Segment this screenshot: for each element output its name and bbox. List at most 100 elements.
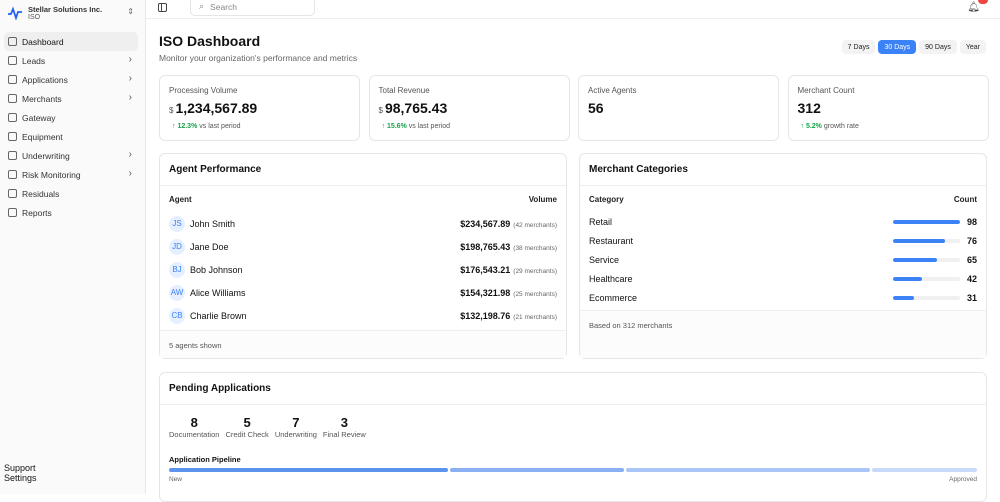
category-bar-track — [893, 238, 960, 243]
category-bar-fill — [893, 295, 915, 300]
sidebar-item-label: Risk Monitoring — [22, 169, 81, 180]
org-switcher[interactable]: Stellar Solutions Inc. ISO ⇕ — [8, 3, 138, 23]
sidebar-item-support[interactable]: Support — [4, 463, 138, 473]
sidebar-item-label: Leads — [22, 55, 46, 66]
stat-card: Total Revenue $98,765.43 ↑ 15.6% vs last p… — [368, 75, 570, 141]
stage-credit-check[interactable]: 5 Credit Check — [225, 415, 268, 439]
stat-label: Processing Volume — [169, 86, 238, 95]
category-count: 65 — [966, 254, 977, 265]
category-count: 31 — [966, 292, 977, 303]
search-input[interactable]: ⌕ Search — [190, 0, 315, 16]
stat-card: Processing Volume $1,234,567.89 ↑ 12.3% vs… — [159, 75, 360, 141]
category-count: 76 — [966, 235, 977, 246]
agent-name: Charlie Brown — [190, 310, 247, 321]
sidebar-item-risk-monitoring[interactable]: Risk Monitoring › — [4, 165, 138, 184]
chevron-right-icon: › — [128, 54, 132, 65]
col-volume: Volume — [528, 194, 557, 204]
org-type: ISO — [28, 14, 41, 21]
stat-number: 56 — [588, 100, 604, 116]
pipeline-start: New — [169, 476, 183, 483]
sidebar-item-applications[interactable]: Applications › — [4, 70, 138, 89]
range-30-days[interactable]: 30 Days — [878, 40, 917, 54]
sidebar-item-label: Settings — [4, 473, 37, 483]
sidebar-item-reports[interactable]: Reports — [4, 203, 138, 222]
range-90-days[interactable]: 90 Days — [919, 40, 957, 54]
sidebar-item-underwriting[interactable]: Underwriting › — [4, 146, 138, 165]
topbar: ⌕ Search 🔔︎ — [146, 0, 1000, 19]
arrow-up-icon: ↑ — [172, 123, 178, 130]
chevron-right-icon: › — [128, 73, 132, 84]
stat-value: $98,765.43 — [379, 100, 448, 116]
category-row: Restaurant 76 — [580, 231, 986, 250]
sidebar-item-dashboard[interactable]: Dashboard — [4, 32, 138, 51]
stat-number: 312 — [797, 100, 821, 116]
merchant-categories-card: Merchant Categories Category Count Retail… — [579, 153, 987, 359]
col-category: Category — [589, 194, 624, 204]
stage-final-review[interactable]: 3 Final Review — [323, 415, 366, 439]
page-subtitle: Monitor your organization's performance … — [159, 53, 358, 63]
agent-performance-card: Agent Performance Agent Volume JS John Smi… — [159, 153, 567, 359]
currency-symbol: $ — [378, 106, 383, 115]
sidebar-item-settings[interactable]: Settings — [4, 473, 138, 483]
search-icon: ⌕ — [199, 1, 205, 11]
category-count: 98 — [966, 216, 977, 227]
sidebar-item-equipment[interactable]: Equipment — [4, 127, 138, 146]
avatar: BJ — [169, 261, 185, 278]
category-name: Restaurant — [589, 235, 634, 246]
agent-row[interactable]: BJ Bob Johnson $176,543.21 (29 merchants) — [160, 258, 566, 281]
agent-merchants: (25 merchants) — [513, 290, 557, 298]
stage-count: 3 — [340, 415, 348, 430]
store-icon — [8, 94, 17, 103]
home-icon — [8, 37, 17, 46]
change-text: vs last period — [199, 123, 241, 130]
stage-underwriting[interactable]: 7 Underwriting — [275, 415, 317, 439]
sidebar-item-label: Residuals — [22, 188, 60, 199]
range-year[interactable]: Year — [959, 40, 986, 54]
stat-card: Active Agents 56 — [578, 75, 779, 141]
category-name: Service — [589, 254, 620, 265]
agent-row[interactable]: JD Jane Doe $198,765.43 (38 merchants) — [160, 235, 566, 258]
range-7-days[interactable]: 7 Days — [841, 40, 876, 54]
agent-name: Bob Johnson — [190, 264, 243, 275]
shield-icon — [8, 170, 17, 179]
change-text: growth rate — [823, 123, 859, 130]
date-range-selector: 7 Days 30 Days 90 Days Year — [841, 40, 986, 54]
arrow-up-icon: ↑ — [381, 123, 387, 130]
agent-volume: $154,321.98 — [460, 287, 511, 298]
stage-documentation[interactable]: 8 Documentation — [169, 415, 219, 439]
agent-name: Alice Williams — [190, 287, 246, 298]
file-icon — [8, 75, 17, 84]
agent-row[interactable]: JS John Smith $234,567.89 (42 merchants) — [160, 212, 566, 235]
sidebar-item-label: Reports — [22, 207, 52, 218]
agent-volume: $234,567.89 — [460, 218, 511, 229]
agent-row[interactable]: AW Alice Williams $154,321.98 (25 merchants… — [160, 281, 566, 304]
pipeline-segment — [626, 468, 871, 472]
stat-card: Merchant Count 312 ↑ 5.2% growth rate — [787, 75, 989, 141]
currency-symbol: $ — [169, 106, 174, 115]
sidebar-item-gateway[interactable]: Gateway — [4, 108, 138, 127]
pending-applications-card: Pending Applications 8 Documentation 5 Cred… — [159, 372, 987, 502]
stat-number: 98,765.43 — [384, 100, 448, 116]
stage-label: Credit Check — [225, 430, 269, 439]
stat-label: Merchant Count — [797, 86, 855, 95]
chevron-right-icon: › — [128, 168, 132, 179]
box-icon — [8, 132, 17, 141]
category-bar-track — [893, 295, 960, 300]
pipeline-segment — [872, 468, 977, 472]
sidebar-item-leads[interactable]: Leads › — [4, 51, 138, 70]
chevron-right-icon: › — [128, 149, 132, 160]
agent-row[interactable]: CB Charlie Brown $132,198.76 (21 merchants) — [160, 304, 566, 327]
sidebar-item-label: Underwriting — [22, 150, 70, 161]
avatar: CB — [169, 307, 185, 324]
sidebar-item-residuals[interactable]: Residuals — [4, 184, 138, 203]
bell-icon[interactable]: 🔔︎ — [967, 2, 980, 13]
category-row: Service 65 — [580, 250, 986, 269]
category-bar-fill — [893, 276, 922, 281]
category-name: Retail — [589, 216, 613, 227]
category-bar-track — [893, 219, 960, 224]
category-bar-fill — [893, 257, 938, 262]
category-name: Healthcare — [589, 273, 633, 284]
sidebar-item-merchants[interactable]: Merchants › — [4, 89, 138, 108]
stage-label: Final Review — [322, 430, 366, 439]
sidebar-toggle-icon[interactable] — [158, 3, 167, 12]
